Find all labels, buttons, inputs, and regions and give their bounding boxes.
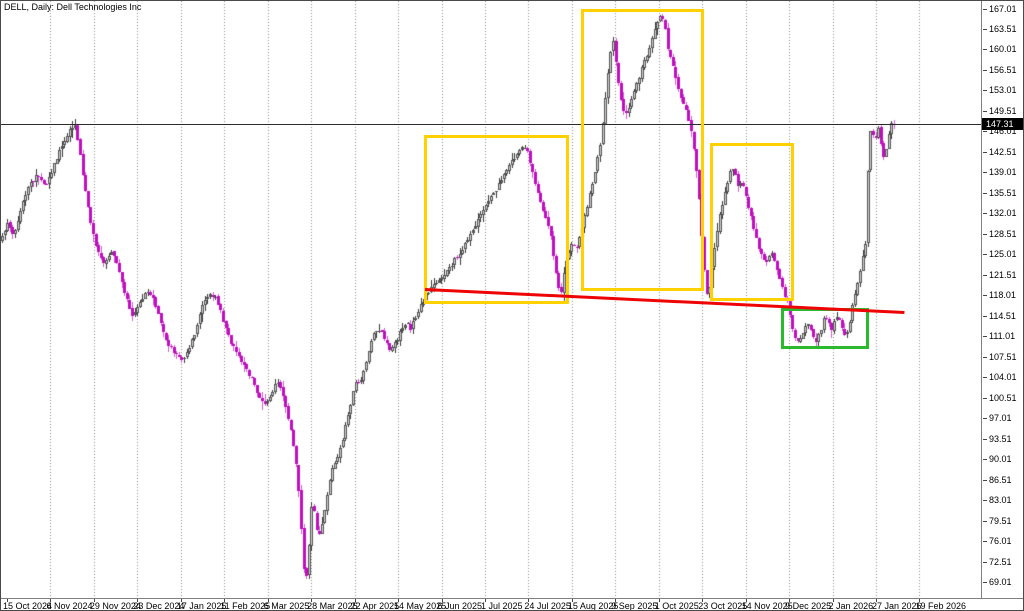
- price-axis-label: 142.51: [983, 146, 1017, 157]
- time-axis-label: 6 Mar 2025: [263, 601, 310, 611]
- time-axis-label: 1 Oct 2025: [654, 601, 699, 611]
- price-axis-label: 76.01: [983, 536, 1012, 547]
- chart-title: DELL, Daily: Dell Technologies Inc: [4, 2, 142, 12]
- price-axis-label: 104.01: [983, 372, 1017, 383]
- price-axis-label: 114.51: [983, 310, 1016, 321]
- time-axis-label: 24 Jul 2025: [524, 601, 571, 611]
- time-axis-tick: [484, 599, 486, 602]
- price-axis-label: 125.01: [983, 249, 1017, 260]
- time-axis-tick: [50, 599, 52, 602]
- time-axis-label: 23 Oct 2025: [698, 601, 748, 611]
- price-axis-label: 132.01: [983, 208, 1017, 219]
- time-axis-tick: [789, 599, 791, 602]
- time-axis-label: 23 Dec 2024: [133, 601, 185, 611]
- time-axis-tick: [745, 599, 747, 602]
- price-axis-label: 111.01: [982, 331, 1016, 342]
- time-axis-tick: [702, 599, 704, 602]
- head-box[interactable]: [581, 9, 704, 291]
- time-axis-tick: [441, 599, 443, 602]
- price-axis-label: 69.01: [983, 577, 1012, 588]
- time-axis-label: 15 Oct 2024: [3, 601, 53, 611]
- price-axis-label: 97.01: [983, 413, 1012, 424]
- price-axis-label: 153.01: [983, 85, 1017, 96]
- time-axis-label: 2 Jan 2026: [828, 601, 874, 611]
- time-axis-tick: [398, 599, 400, 602]
- time-axis-label: 28 Mar 2025: [307, 601, 358, 611]
- time-axis-tick: [311, 599, 313, 602]
- price-axis-label: 149.51: [983, 105, 1017, 116]
- price-axis-label: 86.51: [983, 474, 1012, 485]
- time-axis-tick: [658, 599, 660, 602]
- price-axis[interactable]: 167.01 163.51 160.01 156.51 153.01 149.51 146.…: [981, 1, 1023, 598]
- price-axis-label: 139.01: [983, 167, 1017, 178]
- time-axis-label: 6 Nov 2024: [46, 601, 93, 611]
- price-axis-label: 160.01: [983, 44, 1017, 55]
- time-axis-tick: [224, 599, 226, 602]
- time-axis-label: 6 Jun 2025: [437, 601, 483, 611]
- price-axis-label: 146.01: [983, 126, 1017, 137]
- price-axis-label: 156.51: [983, 64, 1017, 75]
- time-axis-label: 9 Sep 2025: [611, 601, 658, 611]
- right-shoulder-box[interactable]: [710, 143, 794, 301]
- breakdown-box[interactable]: [781, 308, 869, 349]
- price-axis-label: 72.51: [983, 556, 1012, 567]
- time-axis[interactable]: 15 Oct 2024 6 Nov 2024 29 Nov 2024 23 Dec 2…: [1, 598, 1023, 611]
- time-axis-label: 15 Aug 2025: [567, 601, 619, 611]
- time-axis-label: 14 May 2025: [394, 601, 447, 611]
- price-axis-label: 107.51: [983, 351, 1017, 362]
- price-axis-label: 100.51: [983, 392, 1017, 403]
- current-price-tag: 147.31: [982, 118, 1023, 130]
- price-axis-label: 167.01: [983, 3, 1017, 14]
- time-axis-tick: [7, 599, 8, 602]
- time-axis-tick: [137, 599, 139, 602]
- price-axis-label: 163.51: [983, 23, 1017, 34]
- price-axis-label: 135.51: [983, 187, 1017, 198]
- left-shoulder-box[interactable]: [424, 135, 569, 304]
- time-axis-label: 9 Dec 2025: [785, 601, 832, 611]
- price-axis-label: 128.51: [983, 228, 1017, 239]
- time-axis-tick: [615, 599, 617, 602]
- price-axis-label: 83.01: [983, 495, 1012, 506]
- time-axis-tick: [354, 599, 356, 602]
- time-axis-tick: [267, 599, 269, 602]
- price-axis-label: 90.01: [983, 454, 1012, 465]
- time-axis-tick: [180, 599, 182, 602]
- price-chart-canvas[interactable]: [1, 1, 981, 598]
- price-axis-label: 121.51: [983, 269, 1017, 280]
- time-axis-label: 27 Jan 2026: [872, 601, 922, 611]
- time-axis-label: 29 Nov 2024: [89, 601, 141, 611]
- time-axis-tick: [919, 599, 921, 602]
- time-axis-tick: [832, 599, 834, 602]
- time-axis-tick: [93, 599, 95, 602]
- time-axis-label: 14 Nov 2025: [741, 601, 793, 611]
- price-axis-label: 118.01: [983, 290, 1016, 301]
- time-axis-label: 11 Feb 2025: [220, 601, 271, 611]
- current-price-line: [1, 124, 981, 125]
- time-axis-tick: [528, 599, 530, 602]
- time-axis-tick: [571, 599, 573, 602]
- price-axis-label: 79.51: [983, 515, 1012, 526]
- time-axis-label: 17 Jan 2025: [176, 601, 227, 611]
- time-axis-label: 1 Jul 2025: [480, 601, 523, 611]
- price-axis-label: 93.51: [983, 433, 1012, 444]
- time-axis-label: 22 Apr 2025: [350, 601, 400, 611]
- time-axis-tick: [876, 599, 877, 602]
- time-axis-label: 19 Feb 2026: [915, 601, 966, 611]
